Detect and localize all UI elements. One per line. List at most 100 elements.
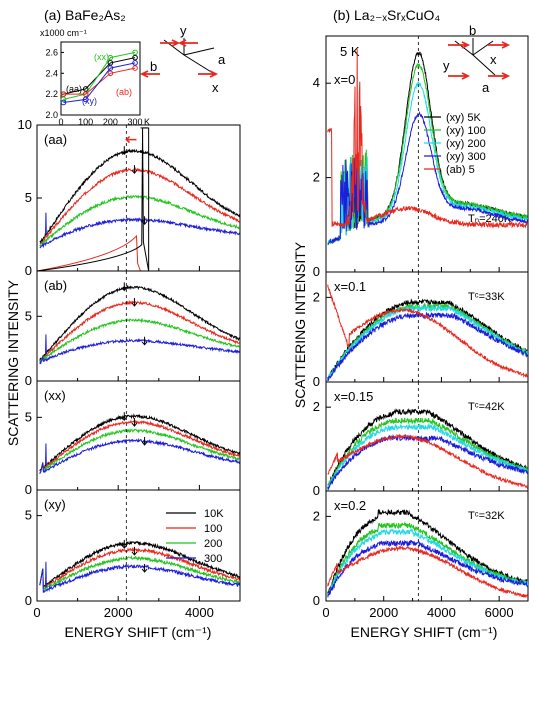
- legend-label: 300: [204, 553, 222, 565]
- y-tick-label: 5: [25, 308, 32, 323]
- inset-point: [82, 96, 89, 103]
- series-line-ab: [327, 49, 529, 229]
- x-tick-label: 0: [322, 605, 329, 620]
- subplot-x=0.15: x=0.15 Tᶜ=42K 0 2: [313, 381, 529, 498]
- inset-series-label: (ab): [116, 87, 132, 97]
- inset-y-tick-label: 2.2: [45, 89, 58, 99]
- inset-series-line: [63, 62, 136, 103]
- legend-label: (xy) 100: [446, 125, 486, 137]
- polarization-arrow: [448, 72, 471, 80]
- inset-x-tick-label: 300: [128, 117, 143, 127]
- axis-label: a: [218, 52, 226, 67]
- series-line: [327, 422, 528, 488]
- series-line-300: [39, 437, 241, 474]
- phonon-spike: [45, 561, 47, 588]
- transition-temp: Tᶜ=42K: [468, 401, 505, 413]
- subplot-x=0.1: x=0.1 Tᶜ=33K 0 2: [313, 271, 529, 389]
- legend-label: (xy) 5K: [446, 112, 482, 124]
- y-tick-label: 0: [313, 483, 320, 498]
- subplot-label: (aa): [44, 132, 67, 147]
- peak-arrow: [121, 282, 128, 292]
- y-tick-label: 2: [313, 170, 320, 185]
- axis-label: b: [150, 59, 157, 74]
- subplot-ab: (ab) 0 5: [25, 270, 241, 388]
- legend-label: (xy) 300: [446, 151, 486, 163]
- black-laser-line: [36, 127, 150, 272]
- subplot-x=0.2: x=0.2 Tᶜ=32K 0 2: [313, 490, 529, 608]
- inset-y-tick-label: 2.0: [45, 110, 58, 120]
- subplot-frame: [36, 380, 241, 491]
- inset-unit: x1000 cm⁻¹: [40, 28, 87, 38]
- transition-temp: Tᶜ=32K: [468, 510, 505, 522]
- polarization-arrow: [198, 70, 219, 78]
- legend-label: (xy) 200: [446, 138, 486, 150]
- peak-arrow: [131, 297, 138, 307]
- y-tick-label: 0: [25, 482, 32, 497]
- panel-a-title: (a) BaFe₂As₂: [44, 7, 126, 23]
- axis-label: a: [482, 80, 490, 95]
- inset-plot: x1000 cm⁻¹ 2.0 2.2 2.4 2.6 0 100 200 300 K (aa) (xx…: [40, 28, 150, 127]
- inset-y-tick-label: 2.4: [45, 68, 58, 78]
- phonon-spike: [45, 212, 47, 235]
- x-tick-label: 4000: [427, 605, 456, 620]
- series-line-100: [39, 546, 240, 590]
- phonon-spike: [45, 443, 47, 466]
- subplot-label: (ab): [44, 278, 67, 293]
- series-line-300: [39, 563, 241, 593]
- series-line: [327, 304, 528, 380]
- peak-arrow: [131, 165, 138, 174]
- series-line: [327, 63, 529, 246]
- series-line: [327, 508, 529, 595]
- inset-point: [60, 96, 67, 103]
- red-arrow: [125, 136, 137, 144]
- polarization-arrow: [448, 41, 471, 49]
- inset-point: [60, 99, 67, 106]
- y-axis-label: SCATTERING INTENSITY: [292, 241, 308, 408]
- inset-x-tick-label: 0: [58, 117, 63, 127]
- phonon-spike: [45, 334, 47, 354]
- axes-diagram-a: y b ax: [139, 23, 226, 95]
- subplot-label: x=0: [334, 72, 355, 87]
- series-line-200: [39, 194, 240, 248]
- legend-label: (ab) 5: [446, 164, 475, 176]
- y-tick-label: 5: [25, 409, 32, 424]
- series-line-200: [39, 554, 240, 591]
- polarization-arrow: [160, 39, 181, 47]
- legend-label: 100: [204, 523, 222, 535]
- x-axis-label: ENERGY SHIFT (cm⁻¹): [65, 624, 212, 640]
- y-tick-label: 10: [18, 117, 32, 132]
- series-line: [327, 80, 528, 245]
- series-line-300: [39, 338, 241, 365]
- axis-label: b: [469, 23, 476, 38]
- inset-point: [107, 54, 114, 61]
- y-tick-label: 0: [25, 373, 32, 388]
- y-tick-label: 5: [25, 508, 32, 523]
- inset-series-label: (xy): [82, 96, 97, 106]
- axis-a: [183, 47, 215, 56]
- x-tick-label: 2000: [104, 605, 133, 620]
- series-line: [327, 521, 529, 597]
- series-line-ab: [327, 545, 529, 599]
- subplot-label: x=0.1: [334, 279, 366, 294]
- y-tick-label: 0: [313, 264, 320, 279]
- inset-point: [132, 65, 138, 71]
- inset-series-label: (aa): [66, 84, 82, 94]
- subplot-label: x=0.2: [334, 498, 366, 513]
- panel-b-title: (b) La₂₋ₓSrₓCuO₄: [333, 7, 440, 23]
- inset-point: [107, 65, 114, 71]
- y-axis-label: SCATTERING INTENSITY: [5, 279, 21, 446]
- inset-point: [60, 91, 67, 97]
- series-line: [327, 417, 529, 487]
- inset-x-tick-label: 100: [78, 117, 93, 127]
- y-tick-label: 0: [313, 593, 320, 608]
- series-line: [327, 110, 529, 245]
- polarization-arrow: [488, 41, 511, 49]
- inset-frame: [60, 41, 141, 116]
- subplot-aa: (aa) 0 5 10: [18, 117, 241, 278]
- y-tick-label: 2: [313, 399, 320, 414]
- series-line: [327, 298, 529, 382]
- y-tick-label: 0: [313, 374, 320, 389]
- y-tick-label: 2: [313, 289, 320, 304]
- subplot-frame: [325, 490, 529, 602]
